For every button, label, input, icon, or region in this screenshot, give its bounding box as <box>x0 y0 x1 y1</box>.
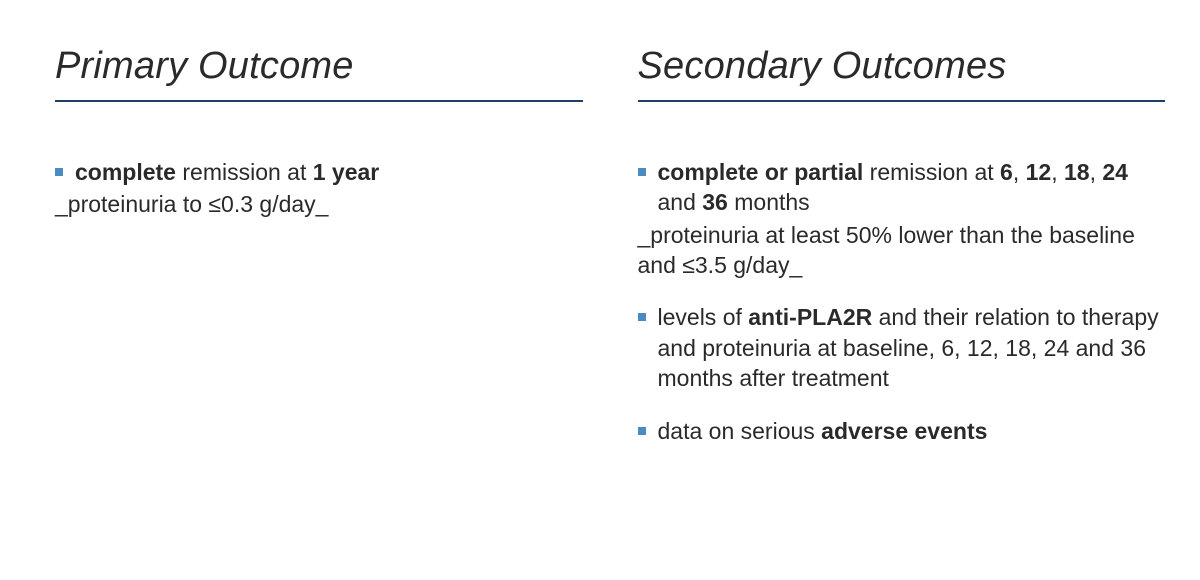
right-bullets: complete or partial remission at 6, 12, … <box>638 157 1166 446</box>
bullet-main: complete remission at 1 year <box>75 159 379 185</box>
left-bullets: complete remission at 1 year _proteinuri… <box>55 157 583 220</box>
left-column: Primary Outcome complete remission at 1 … <box>55 45 583 545</box>
bullet-main: levels of anti-PLA2R and their relation … <box>658 304 1159 391</box>
list-item: levels of anti-PLA2R and their relation … <box>638 302 1166 393</box>
left-heading: Primary Outcome <box>55 45 583 88</box>
right-heading: Secondary Outcomes <box>638 45 1166 88</box>
bullet-main: complete or partial remission at 6, 12, … <box>658 159 1128 215</box>
list-item: data on serious adverse events <box>638 416 1166 446</box>
bullet-sub: _proteinuria to ≤0.3 g/day_ <box>55 189 583 219</box>
right-column: Secondary Outcomes complete or partial r… <box>638 45 1166 545</box>
left-rule <box>55 100 583 102</box>
bullet-main: data on serious adverse events <box>658 418 988 444</box>
bullet-sub: _proteinuria at least 50% lower than the… <box>638 220 1166 281</box>
right-rule <box>638 100 1166 102</box>
list-item: complete remission at 1 year _proteinuri… <box>55 157 583 220</box>
list-item: complete or partial remission at 6, 12, … <box>638 157 1166 280</box>
slide: Primary Outcome complete remission at 1 … <box>0 0 1200 580</box>
